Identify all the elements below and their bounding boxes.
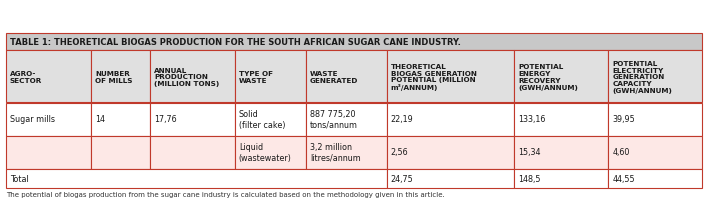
Text: 24,75: 24,75 <box>391 174 413 183</box>
Bar <box>150 136 235 169</box>
Bar <box>306 136 387 169</box>
Bar <box>387 51 515 103</box>
Text: Liquid
(wastewater): Liquid (wastewater) <box>239 143 292 162</box>
Bar <box>608 169 702 188</box>
Text: 4,60: 4,60 <box>612 148 629 157</box>
Bar <box>235 51 306 103</box>
Text: Total: Total <box>10 174 29 183</box>
Bar <box>387 136 515 169</box>
Bar <box>6 169 387 188</box>
Bar <box>235 103 306 136</box>
Bar <box>515 169 608 188</box>
Bar <box>306 51 387 103</box>
Bar <box>6 103 91 136</box>
Bar <box>515 136 608 169</box>
Bar <box>235 136 306 169</box>
Bar <box>6 34 702 51</box>
Bar <box>150 51 235 103</box>
Text: 17,76: 17,76 <box>154 115 176 124</box>
Text: THEORETICAL
BIOGAS GENERATION
POTENTIAL (MILLION
m³/ANNUM): THEORETICAL BIOGAS GENERATION POTENTIAL … <box>391 63 476 91</box>
Text: TYPE OF
WASTE: TYPE OF WASTE <box>239 71 273 83</box>
Text: 39,95: 39,95 <box>612 115 635 124</box>
Text: WASTE
GENERATED: WASTE GENERATED <box>310 71 358 83</box>
Text: The potential of biogas production from the sugar cane industry is calculated ba: The potential of biogas production from … <box>6 192 445 198</box>
Text: ANNUAL
PRODUCTION
(MILLION TONS): ANNUAL PRODUCTION (MILLION TONS) <box>154 67 219 87</box>
Bar <box>6 136 91 169</box>
Bar <box>608 136 702 169</box>
Text: NUMBER
OF MILLS: NUMBER OF MILLS <box>95 71 132 83</box>
Text: Solid
(filter cake): Solid (filter cake) <box>239 110 285 129</box>
Text: 887 775,20
tons/annum: 887 775,20 tons/annum <box>310 110 358 129</box>
Bar <box>608 103 702 136</box>
Text: 3,2 million
litres/annum: 3,2 million litres/annum <box>310 143 360 162</box>
Bar <box>91 51 150 103</box>
Bar <box>6 51 91 103</box>
Text: 133,16: 133,16 <box>518 115 546 124</box>
Bar <box>515 51 608 103</box>
Text: Sugar mills: Sugar mills <box>10 115 55 124</box>
Text: AGRO-
SECTOR: AGRO- SECTOR <box>10 71 42 83</box>
Bar <box>91 103 150 136</box>
Text: 22,19: 22,19 <box>391 115 413 124</box>
Text: POTENTIAL
ENERGY
RECOVERY
(GWH/ANNUM): POTENTIAL ENERGY RECOVERY (GWH/ANNUM) <box>518 64 578 90</box>
Text: 14: 14 <box>95 115 105 124</box>
Bar <box>150 103 235 136</box>
Bar <box>608 51 702 103</box>
Bar <box>387 103 515 136</box>
Text: 2,56: 2,56 <box>391 148 409 157</box>
Text: 148,5: 148,5 <box>518 174 541 183</box>
Bar <box>515 103 608 136</box>
Text: 15,34: 15,34 <box>518 148 541 157</box>
Text: POTENTIAL
ELECTRICITY
GENERATION
CAPACITY
(GWH/ANNUM): POTENTIAL ELECTRICITY GENERATION CAPACIT… <box>612 61 672 94</box>
Bar <box>91 136 150 169</box>
Text: TABLE 1: THEORETICAL BIOGAS PRODUCTION FOR THE SOUTH AFRICAN SUGAR CANE INDUSTRY: TABLE 1: THEORETICAL BIOGAS PRODUCTION F… <box>10 38 461 47</box>
Text: 44,55: 44,55 <box>612 174 635 183</box>
Bar <box>387 169 515 188</box>
Bar <box>306 103 387 136</box>
